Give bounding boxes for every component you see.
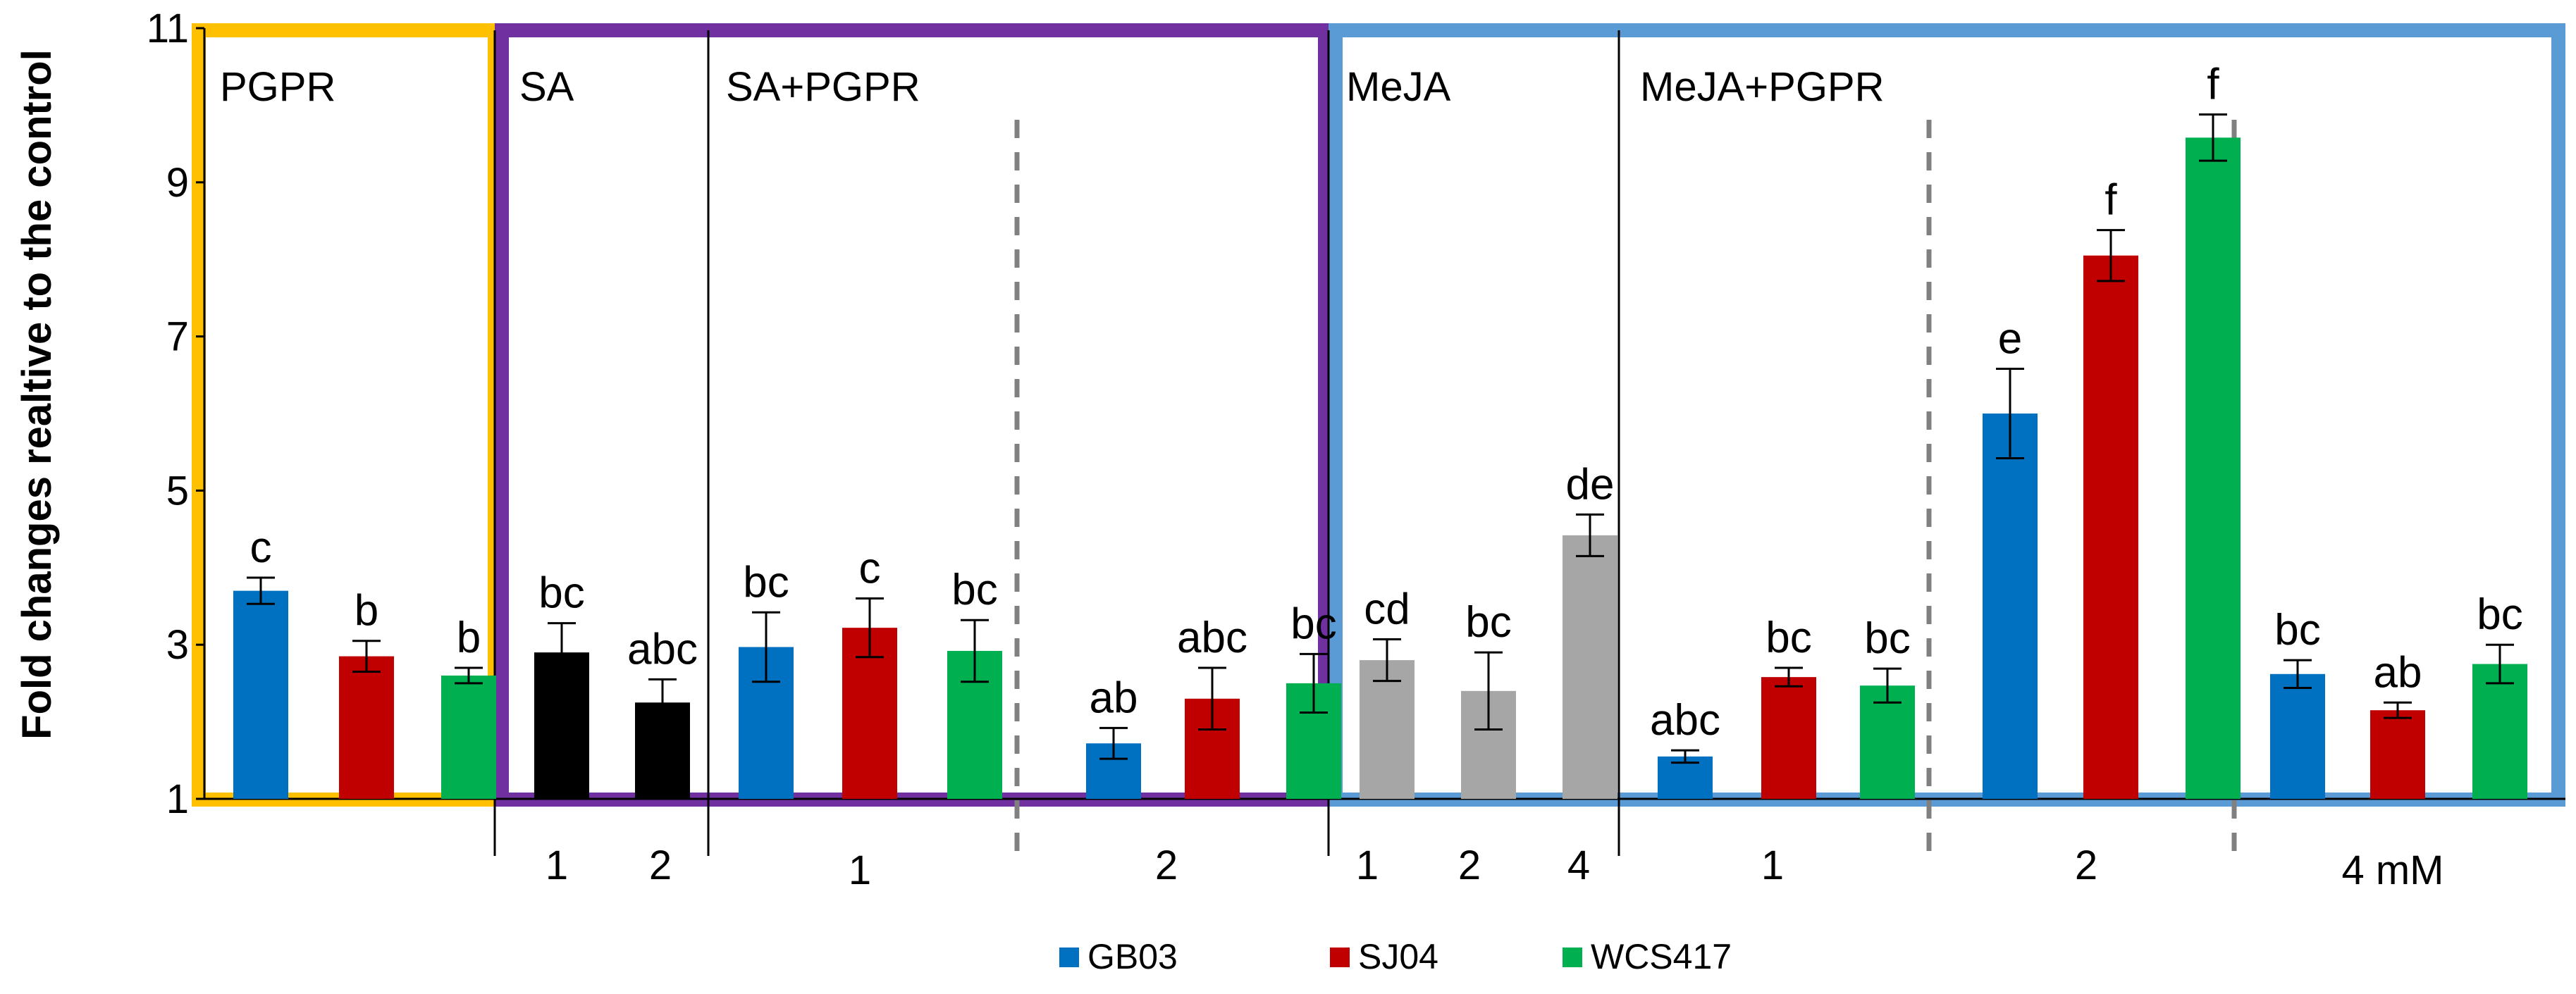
y-tick-label: 7 [166,314,189,360]
bar [233,590,288,799]
panel-labels: PGPR SA SA+PGPR MeJA MeJA+PGPR [220,64,1885,110]
significance-letter: e [1998,315,2022,364]
bar [2186,137,2241,799]
significance-letter: ab [2374,648,2422,697]
group-label: 1 [546,843,568,888]
legend-sj04: SJ04 [1358,937,1438,976]
y-tick-label: 11 [147,6,189,51]
panel-label: SA+PGPR [726,64,920,110]
significance-letter: f [2207,61,2219,109]
legend-swatch [1059,948,1079,967]
group-label: 1 [1356,843,1379,888]
legend: GB03 SJ04 WCS417 [1059,937,1732,976]
significance-letter: bc [538,569,584,618]
bars [233,137,2527,800]
group-label: 2 [1458,843,1481,888]
legend-gb03: GB03 [1087,937,1178,976]
significance-letter: bc [1465,598,1511,647]
significance-letter: bc [2477,590,2522,639]
bar [1360,660,1415,799]
group-label: 4 [1567,843,1590,888]
significance-letter: b [355,587,378,635]
panel-label: PGPR [220,64,335,110]
group-label: 1 [1761,843,1784,888]
bar [2083,255,2138,800]
significance-letter: bc [2274,606,2320,654]
significance-letter: bc [1765,614,1811,662]
significance-letter: bc [951,566,997,614]
y-tick-label: 1 [166,776,189,822]
significance-letter: b [457,614,481,662]
legend-wcs417: WCS417 [1591,937,1732,976]
significance-letter: c [859,545,881,593]
bar [339,656,394,799]
group-label: 2 [649,843,672,888]
legend-swatch [1330,948,1350,967]
group-label: 4 mM [2342,847,2444,893]
group-label: 1 [849,847,871,893]
y-axis-label: Fold changes realtive to the control [14,49,60,740]
bar [1563,535,1617,799]
significance-letter: bc [743,558,789,607]
significance-letter: f [2104,176,2117,225]
bar [2270,673,2325,799]
significance-letter: ab [1090,673,1138,722]
group-label: 2 [1155,843,1178,888]
bar [2370,710,2425,799]
bar [1983,414,2038,799]
significance-letter: c [250,523,272,572]
bar [2472,664,2527,799]
bar [1860,685,1915,799]
significance-letter: abc [627,625,698,673]
y-tick-label: 3 [166,622,189,668]
panel-label: SA [519,64,574,110]
panel-label: MeJA [1346,64,1451,110]
panel-label: MeJA+PGPR [1640,64,1885,110]
frame-sa [495,23,1332,807]
significance-letter: bc [1864,614,1910,663]
group-labels: 1 2 1 2 1 2 4 1 2 4 mM [546,843,2444,893]
y-tick-label: 9 [166,160,189,206]
significance-letter: cd [1364,585,1410,634]
legend-swatch [1563,948,1582,967]
error-bars [247,113,2514,764]
significance-letter: abc [1177,614,1247,662]
y-tick-label: 5 [166,468,189,514]
significance-letter: bc [1290,599,1336,648]
group-label: 2 [2075,843,2097,888]
bar [441,675,496,799]
significance-letter: de [1566,460,1615,509]
significance-letter: abc [1650,696,1720,745]
bar [1761,677,1816,799]
